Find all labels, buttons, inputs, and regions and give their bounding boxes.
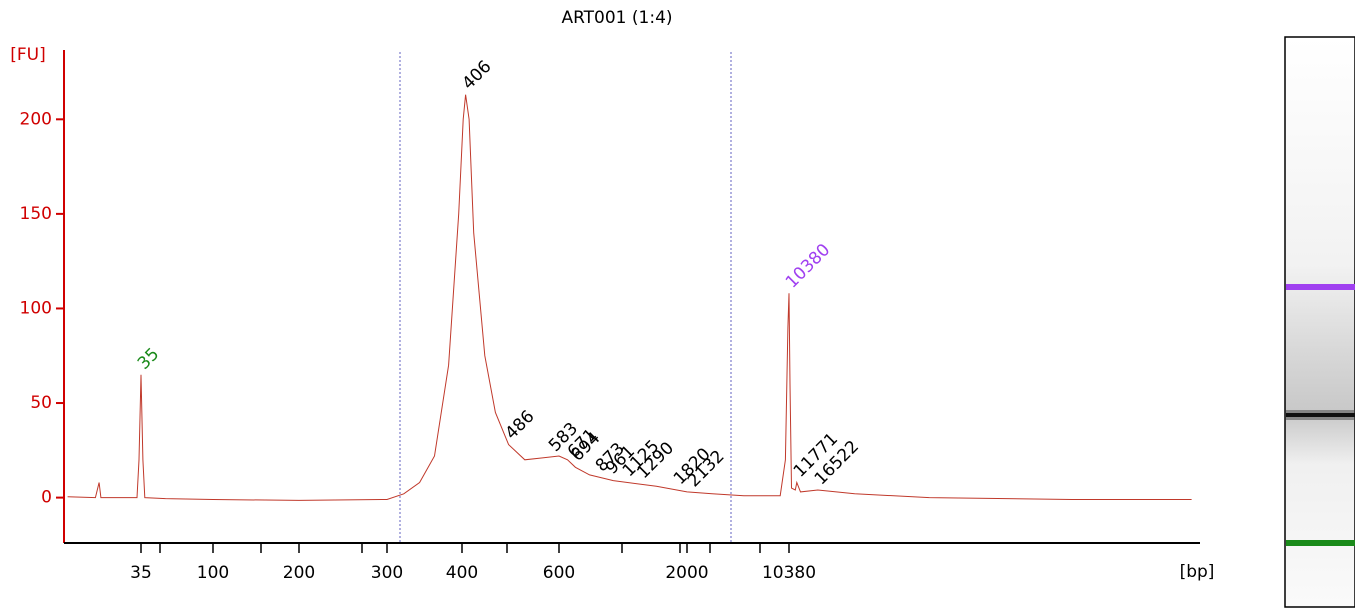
- peak-label: 35: [134, 344, 163, 373]
- y-axis-label: [FU]: [10, 45, 46, 65]
- peak-label: 10380: [782, 240, 834, 292]
- x-tick-label: 100: [197, 563, 229, 583]
- x-axis-label: [bp]: [1180, 562, 1215, 582]
- x-tick-label: 300: [371, 563, 403, 583]
- peak-label: 406: [458, 57, 495, 94]
- x-tick-label: 35: [130, 563, 152, 583]
- gel-band-main: [1286, 413, 1355, 417]
- trace-line: [67, 94, 1192, 501]
- gel-band-lower-marker: [1286, 540, 1355, 546]
- y-tick-label: 200: [20, 109, 52, 129]
- y-tick-label: 50: [30, 393, 52, 413]
- gel-band-upper-marker: [1286, 284, 1355, 290]
- chart-title: ART001 (1:4): [561, 8, 672, 28]
- y-tick-label: 0: [41, 488, 52, 508]
- y-tick-label: 150: [20, 204, 52, 224]
- peak-label: 486: [502, 407, 539, 444]
- x-tick-label: 2000: [665, 563, 708, 583]
- x-tick-label: 200: [283, 563, 315, 583]
- x-tick-label: 10380: [762, 563, 816, 583]
- gel-lane: [1284, 36, 1355, 608]
- x-tick-label: 400: [446, 563, 478, 583]
- gel-frame: [1284, 36, 1355, 608]
- x-tick-label: 600: [543, 563, 575, 583]
- y-tick-label: 100: [20, 298, 52, 318]
